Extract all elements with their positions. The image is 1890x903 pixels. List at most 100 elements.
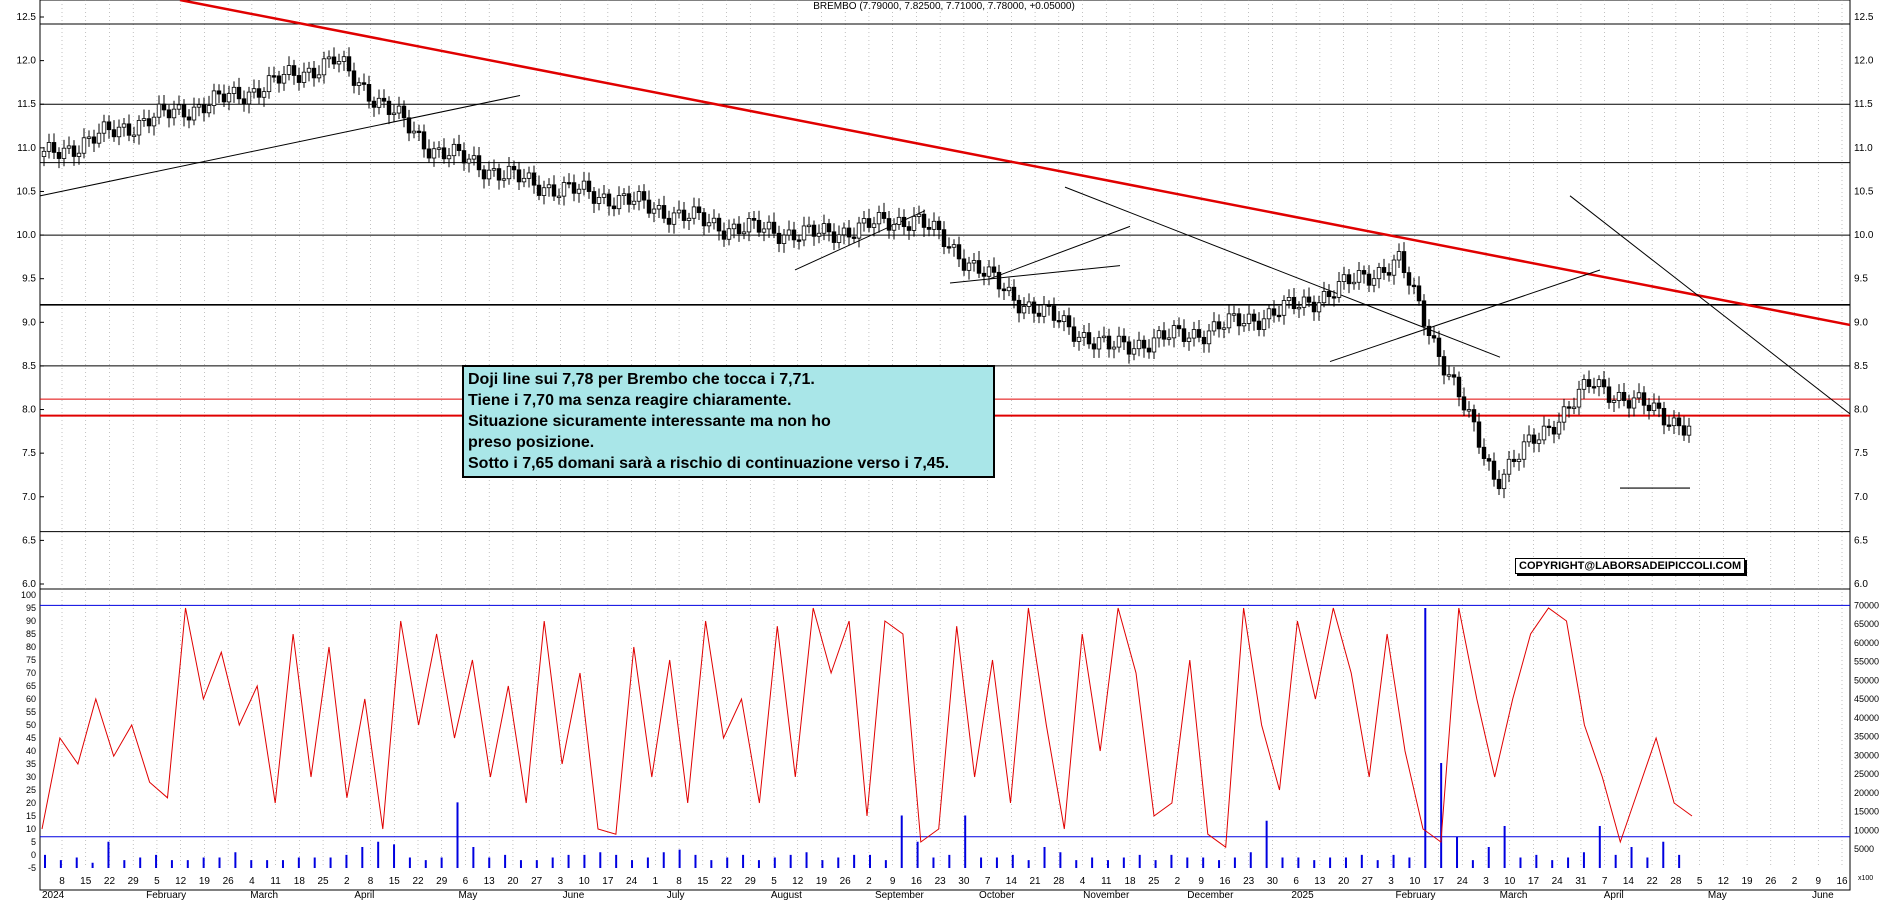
- candle-body: [836, 234, 842, 243]
- x-day-label: 19: [1742, 876, 1754, 887]
- candle-body: [381, 97, 387, 102]
- candle-body: [661, 205, 667, 219]
- candle-body: [1341, 274, 1347, 282]
- volume-tick-right: 25000: [1854, 769, 1879, 779]
- x-month-label: August: [771, 890, 802, 901]
- candle-body: [801, 225, 807, 241]
- candle-body: [476, 155, 482, 171]
- candle-body: [1391, 259, 1397, 276]
- candle-body: [1686, 425, 1692, 436]
- x-month-label: June: [563, 890, 585, 901]
- x-day-label: 27: [531, 876, 543, 887]
- candle-body: [731, 223, 737, 230]
- candle-body: [51, 142, 57, 153]
- x-day-label: 4: [1080, 876, 1086, 887]
- x-day-label: 9: [1815, 876, 1821, 887]
- osc-tick-left: 15: [26, 811, 36, 821]
- x-day-label: 12: [1718, 876, 1730, 887]
- x-day-label: 3: [1483, 876, 1489, 887]
- x-day-label: 26: [223, 876, 235, 887]
- candle-body: [1336, 281, 1342, 298]
- x-day-label: 24: [626, 876, 638, 887]
- candle-body: [1541, 425, 1547, 441]
- osc-tick-left: 85: [26, 629, 36, 639]
- note-line: Situazione sicuramente interessante ma n…: [468, 413, 831, 430]
- x-day-label: 27: [1362, 876, 1374, 887]
- candle-body: [1156, 330, 1162, 339]
- x-day-label: 11: [270, 876, 281, 887]
- candle-body: [226, 93, 232, 103]
- osc-tick-left: 80: [26, 642, 36, 652]
- candle-body: [221, 93, 227, 103]
- candle-body: [551, 184, 557, 197]
- y-tick-right: 6.0: [1854, 579, 1868, 590]
- x-day-label: 19: [816, 876, 828, 887]
- x-month-label: March: [1500, 890, 1528, 901]
- candle-body: [1316, 302, 1322, 313]
- candle-body: [526, 172, 532, 179]
- candle-body: [936, 220, 942, 231]
- candle-body: [1566, 406, 1572, 409]
- x-day-label: 2: [344, 876, 350, 887]
- candle-body: [56, 152, 62, 159]
- copyright-label: COPYRIGHT@LABORSADEIPICCOLI.COM: [1515, 558, 1746, 574]
- volume-tick-right: 20000: [1854, 788, 1879, 798]
- candle-body: [1116, 335, 1122, 348]
- candle-body: [1056, 320, 1062, 323]
- x-day-label: 22: [412, 876, 424, 887]
- candle-body: [286, 65, 292, 75]
- x-month-label: February: [146, 890, 186, 901]
- y-tick-left: 6.0: [22, 579, 36, 590]
- volume-tick-right: 30000: [1854, 750, 1879, 760]
- candle-body: [591, 191, 597, 204]
- candle-body: [796, 239, 802, 242]
- x-day-label: 23: [1243, 876, 1255, 887]
- x-day-label: 9: [890, 876, 896, 887]
- candle-body: [131, 134, 137, 137]
- candle-body: [171, 108, 177, 119]
- candle-body: [1466, 409, 1472, 412]
- candle-body: [831, 231, 837, 243]
- candle-body: [636, 191, 642, 202]
- volume-tick-right: 40000: [1854, 713, 1879, 723]
- x-day-label: 3: [558, 876, 564, 887]
- osc-tick-left: 60: [26, 694, 36, 704]
- y-tick-left: 6.5: [22, 535, 36, 546]
- x-day-label: 5: [1697, 876, 1703, 887]
- candle-body: [951, 244, 957, 248]
- candle-body: [446, 155, 452, 160]
- candle-body: [1451, 374, 1457, 378]
- candle-body: [1446, 374, 1452, 377]
- x-day-label: 23: [935, 876, 947, 887]
- candle-body: [1206, 330, 1212, 345]
- candle-body: [1321, 291, 1327, 304]
- candle-body: [1061, 315, 1067, 323]
- candle-body: [511, 165, 517, 171]
- candle-body: [486, 169, 492, 180]
- candle-body: [1251, 313, 1257, 322]
- x-day-label: 16: [1836, 876, 1848, 887]
- candle-body: [46, 142, 52, 152]
- candle-body: [1611, 400, 1617, 403]
- candle-body: [216, 90, 222, 95]
- x-day-label: 10: [579, 876, 591, 887]
- candle-body: [231, 86, 237, 94]
- candle-body: [346, 56, 352, 72]
- candle-body: [886, 218, 892, 231]
- x-day-label: 15: [80, 876, 92, 887]
- candle-body: [1631, 397, 1637, 409]
- y-tick-left: 12.5: [17, 12, 37, 23]
- candle-body: [1351, 281, 1357, 285]
- x-day-label: 2: [866, 876, 872, 887]
- x-month-label: June: [1812, 890, 1834, 901]
- candle-body: [741, 231, 747, 235]
- x-month-label: October: [979, 890, 1015, 901]
- candle-body: [781, 234, 787, 244]
- candle-body: [841, 227, 847, 236]
- x-day-label: 17: [1433, 876, 1445, 887]
- candle-body: [116, 126, 122, 138]
- volume-tick-right: 45000: [1854, 694, 1879, 704]
- candle-body: [256, 88, 262, 98]
- candle-body: [411, 130, 417, 134]
- x-day-label: 16: [1219, 876, 1231, 887]
